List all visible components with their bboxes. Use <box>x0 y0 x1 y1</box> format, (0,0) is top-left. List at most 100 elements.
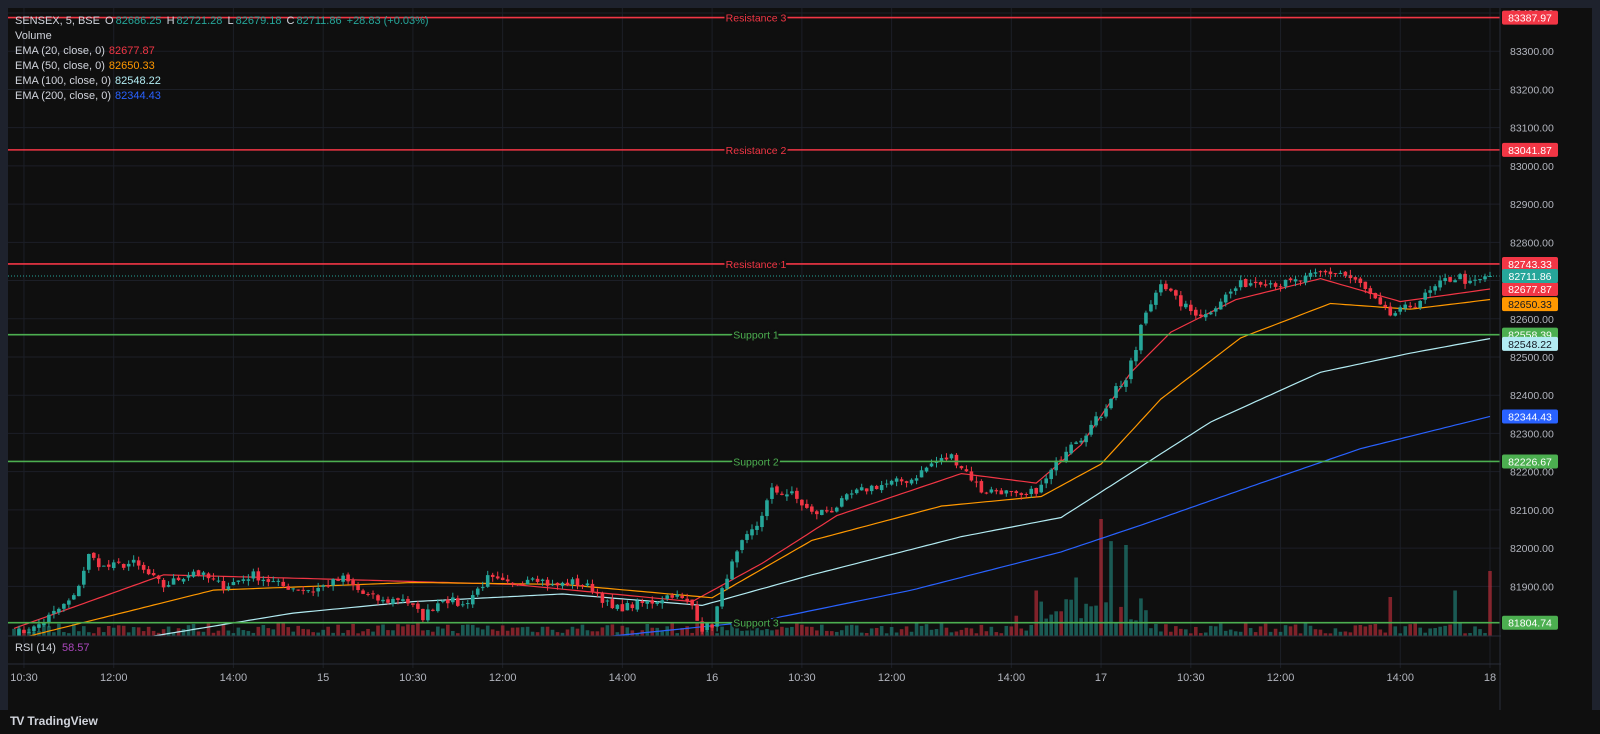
candle-body <box>944 457 949 460</box>
rsi-label: RSI (14) <box>15 642 56 654</box>
volume-bar <box>246 631 251 636</box>
volume-bar <box>924 624 929 636</box>
volume-bar <box>710 627 714 636</box>
candle-body <box>286 586 291 590</box>
ema100-label: EMA (100, close, 0) <box>15 75 111 87</box>
candle <box>730 559 734 581</box>
candle <box>256 567 261 585</box>
candle-body <box>610 599 615 609</box>
candle-body <box>939 458 944 461</box>
volume-bar <box>934 629 939 636</box>
price-tick-label: 82900.00 <box>1510 199 1554 211</box>
candle-body <box>864 488 869 492</box>
volume-bar <box>1184 629 1188 636</box>
candle-body <box>1388 306 1393 316</box>
candle-body <box>77 585 81 597</box>
candle <box>1089 420 1093 437</box>
rsi-legend[interactable]: RSI (14) 58.57 <box>15 642 90 654</box>
volume-bar <box>321 629 325 636</box>
candle <box>401 594 405 604</box>
candle <box>555 582 560 590</box>
candle <box>475 586 480 598</box>
candle-body <box>52 610 56 614</box>
candle <box>625 600 630 611</box>
candle-body <box>999 490 1004 495</box>
candle <box>939 454 944 465</box>
time-tick-label: 10:30 <box>788 672 816 684</box>
volume-bar <box>1099 519 1103 636</box>
candle-body <box>1368 288 1373 294</box>
candle-body <box>206 573 211 579</box>
candle <box>1448 276 1452 283</box>
volume-bar <box>451 630 455 636</box>
candle <box>411 603 415 608</box>
candle <box>426 604 430 623</box>
volume-bar <box>999 633 1004 636</box>
ema200-legend[interactable]: EMA (200, close, 0) 82344.43 <box>15 89 431 104</box>
candle-body <box>485 575 490 587</box>
volume-bar <box>1398 633 1403 636</box>
candle <box>959 465 964 470</box>
candle-body <box>361 590 365 594</box>
candle-body <box>675 594 680 597</box>
candle <box>72 593 76 601</box>
candle <box>1213 306 1218 317</box>
candle <box>964 465 969 473</box>
symbol-label[interactable]: SENSEX, 5, BSE <box>15 15 100 27</box>
volume-bar <box>386 630 390 636</box>
ema100-legend[interactable]: EMA (100, close, 0) 82548.22 <box>15 74 431 89</box>
candle-body <box>1433 286 1437 291</box>
volume-bars <box>12 519 1492 636</box>
volume-bar <box>206 623 211 636</box>
candle-body <box>256 571 261 581</box>
candle-body <box>969 471 974 481</box>
volume-bar <box>271 629 276 636</box>
candle-body <box>1443 278 1447 282</box>
volume-bar <box>979 624 984 636</box>
volume-bar <box>1064 599 1068 636</box>
candle-body <box>1089 424 1093 435</box>
candle-body <box>775 486 779 493</box>
candle <box>470 590 475 608</box>
volume-bar <box>565 629 570 636</box>
candle <box>1124 377 1128 393</box>
candle-body <box>834 507 839 512</box>
candle-body <box>525 579 530 585</box>
chart-canvas[interactable]: Resistance 3 Resistance 2 Resistance 1 Supp… <box>8 8 1592 710</box>
chart-frame[interactable]: Resistance 3 Resistance 2 Resistance 1 Supp… <box>8 8 1592 710</box>
volume-bar <box>1228 629 1233 636</box>
ema20-legend[interactable]: EMA (20, close, 0) 82677.87 <box>15 44 431 59</box>
volume-bar <box>1134 620 1138 636</box>
tradingview-brand[interactable]: TV TradingView <box>10 714 98 728</box>
candle <box>535 575 540 585</box>
candle <box>1169 287 1173 293</box>
volume-bar <box>1159 631 1163 636</box>
high-label: H <box>166 15 175 27</box>
candle <box>590 579 595 595</box>
candle <box>1223 292 1228 307</box>
candle-body <box>1358 278 1363 283</box>
candle-body <box>316 587 320 592</box>
candle-body <box>1298 280 1303 282</box>
candle <box>1298 280 1303 286</box>
volume-bar <box>72 624 76 636</box>
time-tick-label: 10:30 <box>1177 672 1205 684</box>
candle <box>1323 269 1328 276</box>
chart-legend: SENSEX, 5, BSE O 82686.25 H 82721.28 L 8267… <box>15 14 431 104</box>
volume-bar <box>805 626 809 636</box>
volume-legend[interactable]: Volume <box>15 29 431 44</box>
candle-body <box>904 481 909 483</box>
candle-body <box>465 603 470 605</box>
volume-bar <box>341 632 345 636</box>
candle <box>191 569 196 578</box>
volume-bar <box>1203 632 1208 636</box>
candle-body <box>1169 288 1173 291</box>
volume-bar <box>171 632 176 636</box>
volume-bar <box>1263 623 1268 636</box>
ema50-legend[interactable]: EMA (50, close, 0) 82650.33 <box>15 59 431 74</box>
volume-bar <box>465 624 470 636</box>
candle-body <box>1478 279 1482 281</box>
candle-body <box>859 487 864 491</box>
candle-body <box>1378 297 1383 305</box>
candle-body <box>311 591 315 593</box>
